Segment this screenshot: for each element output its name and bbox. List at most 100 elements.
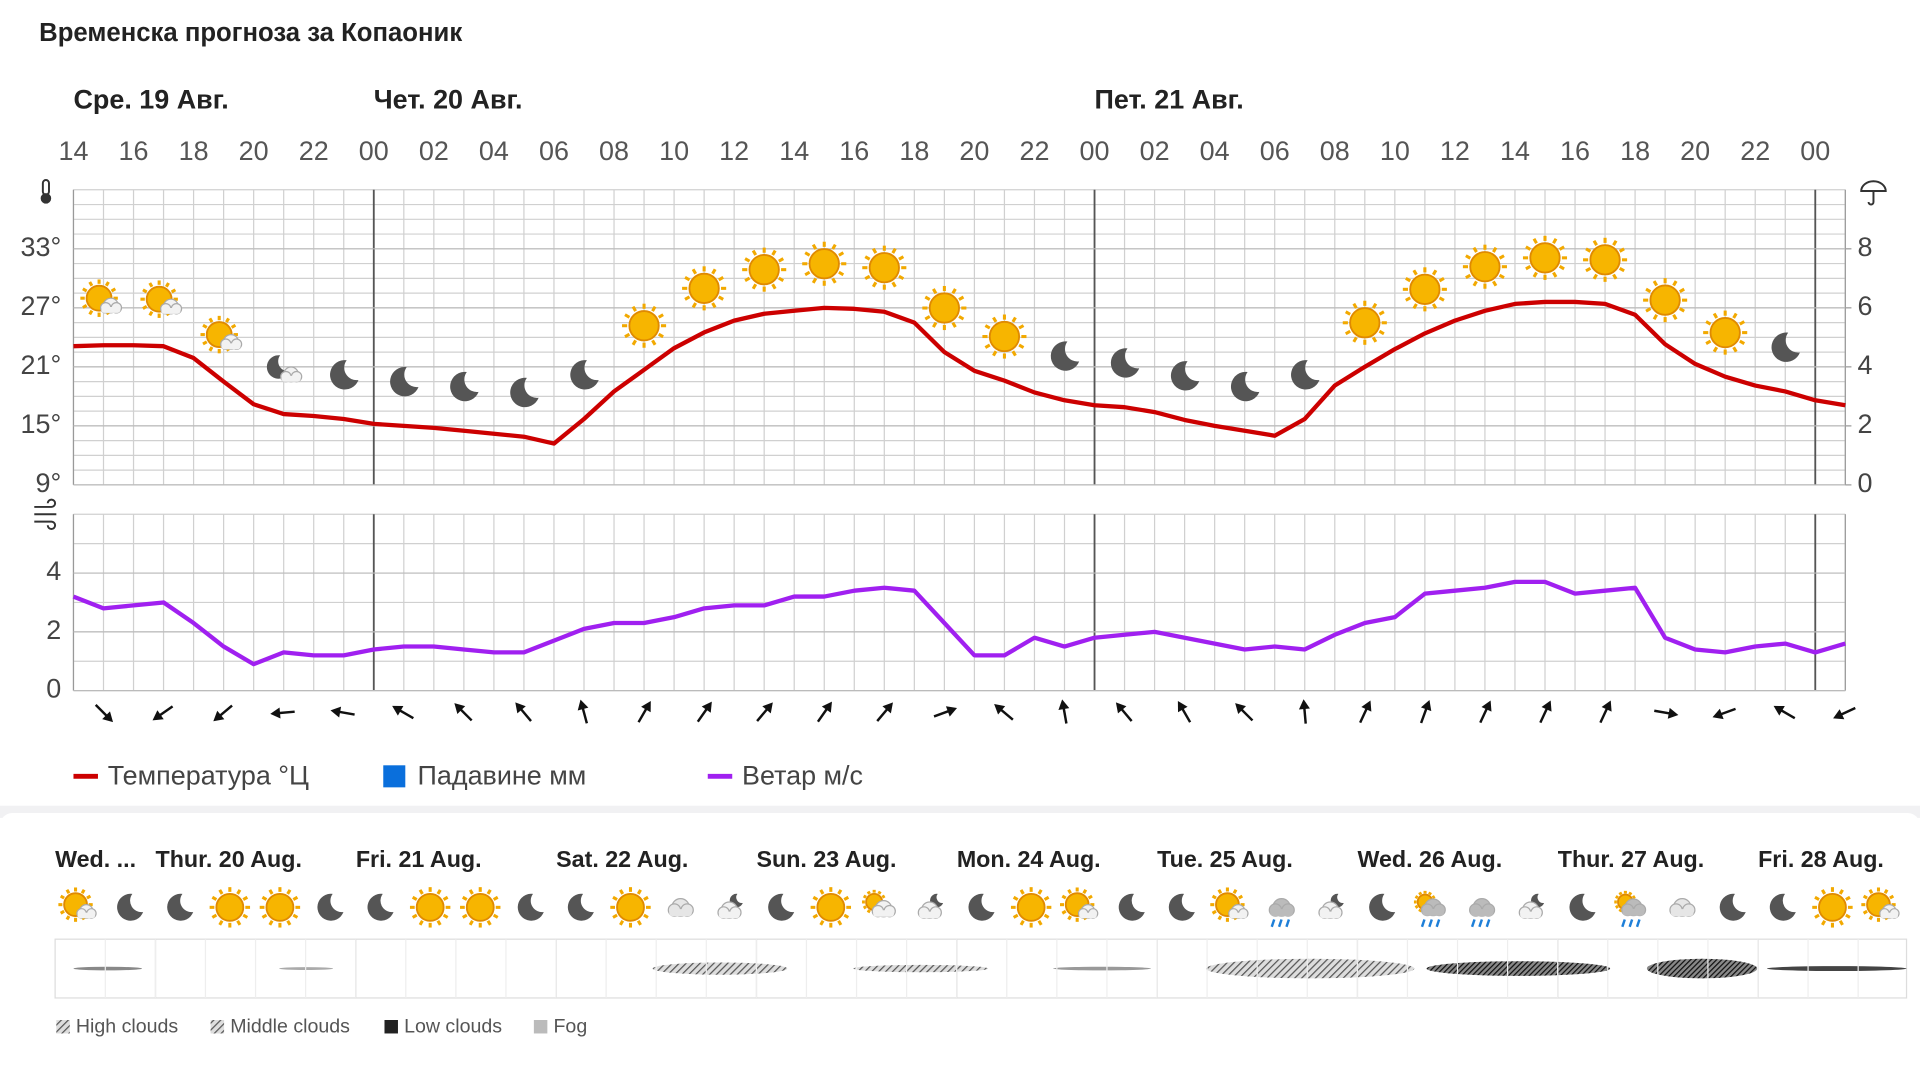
thermometer-icon bbox=[40, 179, 52, 204]
sun-disc bbox=[748, 254, 780, 286]
sun-ray bbox=[1739, 320, 1746, 326]
sun-ray bbox=[1672, 280, 1678, 287]
sun-disc bbox=[1649, 284, 1681, 316]
strip-legend-swatch bbox=[384, 1020, 398, 1034]
cloud-band bbox=[54, 938, 1908, 999]
sun-icon bbox=[622, 303, 667, 348]
y2-tick-label: 8 bbox=[1858, 232, 1873, 262]
strip-legend-swatch bbox=[533, 1020, 548, 1034]
x-tick-label: 10 bbox=[1380, 136, 1410, 166]
wind-arrow-head bbox=[762, 702, 773, 714]
sun-ray bbox=[1412, 303, 1418, 310]
sun-ray bbox=[1371, 336, 1378, 343]
sun-ray bbox=[418, 919, 424, 926]
sun-ray bbox=[292, 895, 299, 901]
sun-icon bbox=[1812, 887, 1853, 928]
wind-arrow bbox=[1419, 699, 1432, 724]
wind-arrow bbox=[1539, 700, 1552, 724]
y-tick-label: 9° bbox=[35, 468, 61, 498]
cloud-part bbox=[281, 375, 301, 382]
wind-arrow-head bbox=[515, 702, 526, 714]
moon-icon bbox=[367, 893, 394, 921]
sun-icon bbox=[1583, 237, 1628, 282]
sun-ray bbox=[1012, 913, 1019, 919]
sun-ray bbox=[843, 913, 850, 919]
sun-ray bbox=[1378, 310, 1385, 316]
cloud-part bbox=[1622, 909, 1645, 916]
x-tick-label: 10 bbox=[659, 136, 689, 166]
sun-ray bbox=[812, 895, 819, 901]
moon-icon bbox=[517, 893, 544, 921]
sun-ray bbox=[651, 339, 657, 346]
sun-ray bbox=[1414, 904, 1419, 909]
cloud-part bbox=[718, 911, 740, 919]
sun-disc bbox=[1818, 892, 1847, 922]
wind-arrow bbox=[1712, 707, 1736, 720]
moon-icon bbox=[390, 366, 419, 397]
sun-ray bbox=[1412, 269, 1418, 276]
rain-drop bbox=[1628, 919, 1634, 928]
strip-day-label: Sun. 23 Aug. bbox=[756, 846, 896, 872]
sun-ray bbox=[951, 288, 957, 295]
y2-tick-label: 2 bbox=[1858, 409, 1873, 439]
sun-ray bbox=[843, 895, 850, 901]
sun-icon bbox=[810, 887, 852, 928]
cloud-icon bbox=[717, 901, 742, 919]
sun-ray bbox=[711, 268, 717, 275]
sun-ray bbox=[82, 304, 88, 309]
sun-ray bbox=[1414, 895, 1419, 900]
sun-ray bbox=[1498, 273, 1505, 280]
sun-disc bbox=[465, 892, 495, 922]
sun-ray bbox=[1211, 909, 1217, 915]
sun-ray bbox=[1821, 919, 1827, 926]
strip-day-label: Thur. 20 Aug. bbox=[156, 846, 302, 872]
legend-label: Температура °Ц bbox=[108, 761, 309, 791]
sun-ray bbox=[1814, 913, 1820, 919]
sun-icon bbox=[1342, 300, 1387, 345]
sun-ray bbox=[86, 894, 92, 900]
sun-ray bbox=[866, 909, 871, 914]
x-tick-label: 06 bbox=[1260, 136, 1290, 166]
wind-arrow bbox=[213, 704, 233, 722]
wind-arrow bbox=[94, 703, 114, 723]
wind-arrow-head bbox=[454, 703, 466, 714]
wind-arrow-head bbox=[641, 700, 651, 713]
sun-ray bbox=[717, 295, 724, 301]
grid bbox=[72, 189, 1846, 692]
sun-ray bbox=[691, 268, 697, 275]
sun-ray bbox=[958, 315, 965, 321]
wind-arrow-head bbox=[1177, 700, 1188, 713]
sun-ray bbox=[1889, 894, 1895, 900]
sun-ray bbox=[1883, 889, 1889, 895]
sun-icon bbox=[1402, 267, 1447, 312]
sun-icon bbox=[610, 887, 651, 928]
moon-icon bbox=[510, 377, 539, 408]
y2-tick-label: 6 bbox=[1858, 291, 1873, 321]
sun-ray bbox=[211, 895, 218, 901]
sun-ray bbox=[1558, 245, 1565, 251]
sun-ray bbox=[891, 247, 897, 254]
sun-ray bbox=[242, 913, 249, 919]
moon-icon bbox=[317, 893, 344, 921]
sun-disc bbox=[1469, 251, 1501, 283]
sun-ray bbox=[951, 321, 957, 328]
sun-disc bbox=[988, 320, 1021, 353]
moon-icon bbox=[1369, 893, 1396, 921]
sun-ray bbox=[812, 913, 819, 919]
wind-arrow-head bbox=[1235, 703, 1246, 714]
wind-arrow bbox=[1235, 703, 1254, 722]
rain-drop bbox=[1277, 919, 1283, 928]
wind-arrow-head bbox=[577, 699, 589, 711]
sun-ray bbox=[1067, 889, 1072, 895]
sun-ray bbox=[643, 913, 649, 919]
sun-ray bbox=[1525, 264, 1532, 271]
cloud-part bbox=[1670, 909, 1694, 917]
sun-ray bbox=[837, 919, 843, 926]
sun-ray bbox=[862, 894, 867, 899]
sun-ray bbox=[442, 895, 449, 901]
cloud-part bbox=[1520, 911, 1542, 919]
x-tick-label: 14 bbox=[58, 136, 88, 166]
y-tick-label: 15° bbox=[21, 409, 62, 439]
sun-icon bbox=[1643, 278, 1688, 323]
sun-icon bbox=[1703, 310, 1748, 355]
